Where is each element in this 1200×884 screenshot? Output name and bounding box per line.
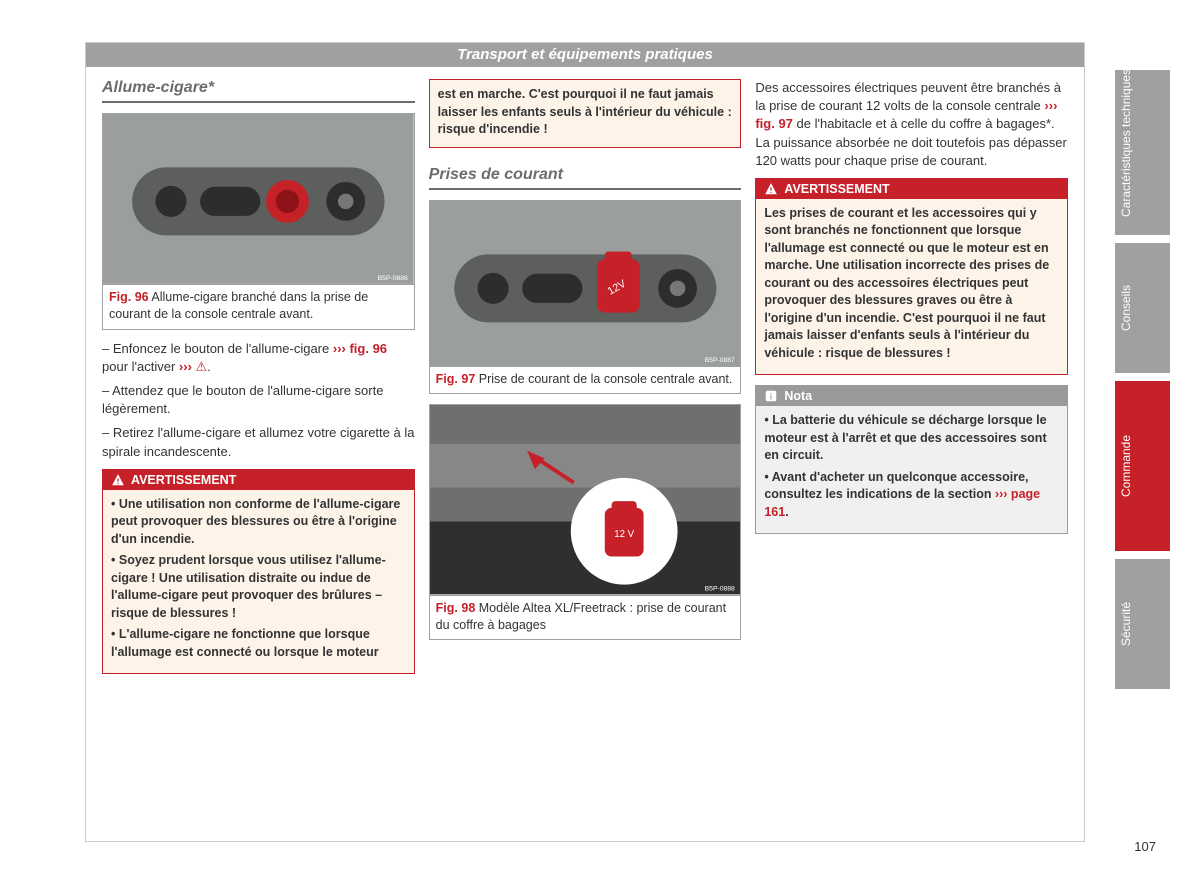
figure-98-caption: Fig. 98 Modèle Altea XL/Freetrack : pris… [429, 596, 742, 641]
tab-securite[interactable]: Sécurité [1115, 559, 1170, 689]
tab-commande[interactable]: Commande [1115, 381, 1170, 551]
warning-triangle-inline-icon: ⚠ [196, 359, 208, 374]
note-box: Nota La batterie du véhicule se décharge… [755, 385, 1068, 534]
svg-text:B5P-0888: B5P-0888 [704, 586, 734, 593]
warning-title-1: AVERTISSEMENT [103, 470, 414, 490]
info-icon [764, 389, 778, 403]
svg-text:B5P-0886: B5P-0886 [378, 275, 408, 282]
tab-conseils[interactable]: Conseils [1115, 243, 1170, 373]
tab-caracteristiques[interactable]: Caractéristiques techniques [1115, 70, 1170, 235]
warn2-p1: Les prises de courant et les accessoires… [764, 205, 1059, 363]
warning-triangle-icon [111, 473, 125, 487]
warning-triangle-icon [764, 182, 778, 196]
instructions-list: Enfoncez le bouton de l'allume-cigare ››… [102, 340, 415, 461]
figure-97-photo: 12V B5P-0887 [429, 200, 742, 367]
fig-ref-98: Fig. 98 [436, 601, 476, 615]
section-title-allume-cigare: Allume-cigare* [102, 79, 415, 103]
photo-96-svg: B5P-0886 [103, 114, 414, 284]
warning-box-allume-cigare: AVERTISSEMENT Une utilisation non confor… [102, 469, 415, 675]
page-number: 107 [1134, 839, 1156, 854]
svg-text:12 V: 12 V [614, 529, 634, 540]
svg-text:B5P-0887: B5P-0887 [704, 357, 734, 364]
warn1-p1: Une utilisation non conforme de l'allume… [111, 496, 406, 549]
column-2: est en marche. C'est pourquoi il ne faut… [429, 79, 742, 827]
ref-warn-icon: ››› [179, 359, 192, 374]
instruction-2: Attendez que le bouton de l'allume-cigar… [102, 382, 415, 418]
note-p2: Avant d'acheter un quelconque accessoire… [764, 469, 1059, 522]
warn1-p3: L'allume-cigare ne fonctionne que lorsqu… [111, 626, 406, 661]
figure-97-caption: Fig. 97 Prise de courant de la console c… [429, 367, 742, 395]
warning-content-1: Une utilisation non conforme de l'allume… [103, 490, 414, 674]
warning-title-2: AVERTISSEMENT [756, 179, 1067, 199]
photo-97-svg: 12V B5P-0887 [430, 201, 741, 366]
warning-continuation: est en marche. C'est pourquoi il ne faut… [429, 79, 742, 148]
note-p1: La batterie du véhicule se décharge lors… [764, 412, 1059, 465]
warning-content-2: Les prises de courant et les accessoires… [756, 199, 1067, 375]
fig-ref-97: Fig. 97 [436, 372, 476, 386]
col3-paragraph: Des accessoires électriques peuvent être… [755, 79, 1068, 170]
page-frame: Transport et équipements pratiques Allum… [85, 42, 1085, 842]
note-title: Nota [756, 386, 1067, 406]
warn1-p2: Soyez prudent lorsque vous utilisez l'al… [111, 552, 406, 622]
figure-96-photo: B5P-0886 [102, 113, 415, 285]
content-columns: Allume-cigare* B5P-0886 Fig. 96 Allume-c… [86, 67, 1084, 837]
photo-98-svg: 12 V B5P-0888 [430, 405, 741, 594]
column-1: Allume-cigare* B5P-0886 Fig. 96 Allume-c… [102, 79, 415, 827]
note-content: La batterie du véhicule se décharge lors… [756, 406, 1067, 533]
figure-98-photo: 12 V B5P-0888 [429, 404, 742, 595]
instruction-3: Retirez l'allume-cigare et allumez votre… [102, 424, 415, 460]
warning-box-prises: AVERTISSEMENT Les prises de courant et l… [755, 178, 1068, 376]
column-3: Des accessoires électriques peuvent être… [755, 79, 1068, 827]
col3-intro: Des accessoires électriques peuvent être… [755, 79, 1068, 170]
figure-96-caption: Fig. 96 Allume-cigare branché dans la pr… [102, 285, 415, 330]
side-tabs: Caractéristiques techniques Conseils Com… [1115, 70, 1170, 689]
fig-ref-96: Fig. 96 [109, 290, 149, 304]
section-title-prises: Prises de courant [429, 166, 742, 190]
instruction-1: Enfoncez le bouton de l'allume-cigare ››… [102, 340, 415, 376]
ref-fig96: ››› fig. 96 [333, 341, 387, 356]
chapter-header: Transport et équipements pratiques [86, 43, 1084, 67]
